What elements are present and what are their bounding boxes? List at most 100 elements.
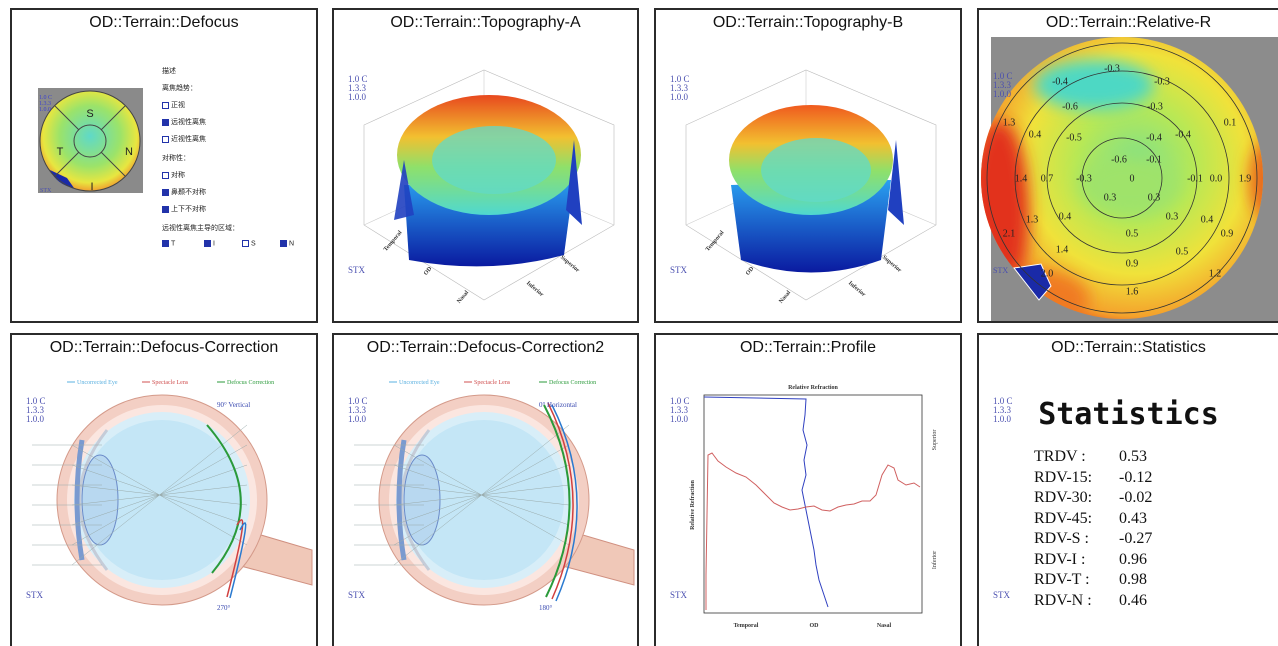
map-value: 1.2	[1209, 268, 1222, 279]
option: 上下不对称	[162, 204, 206, 214]
option-text: T	[171, 240, 175, 247]
version-label: 1.0.0	[670, 415, 690, 424]
map-label: N	[125, 146, 133, 158]
axis-label: Nasal	[778, 290, 792, 305]
stat-label: RDV-45:	[1034, 510, 1119, 528]
map-value: 0.3	[1148, 192, 1161, 203]
version-labels: 1.0 C1.3.31.0.0	[670, 397, 690, 424]
angle-label: 90° Vertical	[217, 401, 250, 409]
bottom-label: OD	[810, 623, 820, 629]
stat-value: 0.43	[1119, 510, 1147, 528]
stat-row: RDV-I :0.96	[1034, 551, 1147, 569]
axis-title: Relative Refraction	[788, 385, 838, 391]
stx-label: STX	[993, 266, 1008, 275]
stat-label: RDV-T :	[1034, 571, 1119, 589]
axis-label: Inferior	[525, 280, 545, 298]
map-value: 0.5	[1176, 246, 1189, 257]
map-value: -0.4	[1052, 76, 1068, 87]
legend-label: Spectacle Lens	[152, 380, 189, 386]
stat-value: 0.53	[1119, 448, 1147, 466]
option: 鼻颞不对称	[162, 187, 206, 197]
stat-value: 0.98	[1119, 571, 1147, 589]
map-value: 0.0	[1210, 173, 1223, 184]
axis-label: Nasal	[456, 290, 470, 305]
stat-value: -0.12	[1119, 469, 1152, 487]
profile-plot: Relative Refraction Relative Refraction …	[656, 335, 962, 646]
map-label: I	[90, 181, 93, 193]
stat-row: TRDV :0.53	[1034, 448, 1147, 466]
side-label: Inferior	[931, 551, 938, 569]
version-label: 1.0.0	[993, 90, 1013, 99]
label: 远视性离焦主导的区域：	[162, 223, 239, 233]
map-value: 0.3	[1104, 192, 1117, 203]
legend-label: Uncorrected Eye	[77, 380, 118, 386]
heading: 描述	[162, 66, 176, 76]
map-value: 0.9	[1221, 228, 1234, 239]
stat-label: RDV-N :	[1034, 592, 1119, 610]
map-value: 1.3	[1003, 117, 1016, 128]
map-value: -0.3	[1076, 173, 1092, 184]
label: 对称性：	[162, 153, 190, 163]
map-value: 1.6	[1126, 286, 1139, 297]
relative-map: STX -0.3-0.4-0.3-0.6-0.31.30.4-0.5-0.4-0…	[979, 10, 1278, 323]
axis-label: Temporal	[383, 230, 404, 253]
map-value: 0	[1130, 173, 1135, 184]
map-value: 1.3	[1026, 214, 1039, 225]
stat-label: RDV-15:	[1034, 469, 1119, 487]
map-value: 0.3	[1166, 211, 1179, 222]
map-value: 1.4	[1015, 173, 1028, 184]
map-value: 2.0	[1041, 268, 1054, 279]
option-text: 远视性离焦	[171, 119, 206, 126]
stat-row: RDV-15:-0.12	[1034, 469, 1152, 487]
eye-diagram: Uncorrected EyeSpectacle LensDefocus Cor…	[334, 335, 639, 646]
panel-statistics: OD::Terrain::Statistics Statistics 1.0 C…	[977, 333, 1278, 646]
option-text: S	[251, 240, 256, 247]
panel-profile: OD::Terrain::Profile Relative Refraction…	[654, 333, 962, 646]
axis-label: OD	[745, 265, 756, 276]
axis-label: Temporal	[705, 230, 726, 253]
stat-row: RDV-N :0.46	[1034, 592, 1147, 610]
axis-label: Superior	[559, 255, 580, 274]
stat-value: 0.46	[1119, 592, 1147, 610]
map-value: 0.7	[1041, 173, 1054, 184]
stat-label: RDV-S :	[1034, 530, 1119, 548]
map-value: -0.6	[1062, 101, 1078, 112]
map-value: 1.4	[1056, 244, 1069, 255]
stat-value: -0.02	[1119, 489, 1152, 507]
legend-label: Uncorrected Eye	[399, 380, 440, 386]
option: S	[242, 240, 256, 247]
page: OD::Terrain::Defocus S T N I 描述 离焦趋势： 正视…	[0, 0, 1278, 646]
axis-label: Inferior	[847, 280, 867, 298]
stat-row: RDV-30:-0.02	[1034, 489, 1152, 507]
map-value: -0.3	[1154, 76, 1170, 87]
panel-title: OD::Terrain::Statistics	[979, 339, 1278, 357]
option: I	[204, 240, 215, 247]
option: 远视性离焦	[162, 117, 206, 127]
stat-label: RDV-30:	[1034, 489, 1119, 507]
option: 正视	[162, 100, 185, 110]
option: 近视性离焦	[162, 134, 206, 144]
angle-label: 180°	[539, 604, 553, 612]
version-label: 1.0.0	[993, 415, 1013, 424]
stat-row: RDV-T :0.98	[1034, 571, 1147, 589]
topography-plot: TemporalODNasalSuperiorInferior	[334, 10, 639, 323]
axis-title: Relative Refraction	[690, 479, 696, 529]
stat-label: RDV-I :	[1034, 551, 1119, 569]
map-value: -0.4	[1146, 132, 1162, 143]
legend-label: Defocus Correction	[549, 379, 596, 386]
stat-label: TRDV :	[1034, 448, 1119, 466]
option-text: I	[213, 240, 215, 247]
map-value: -0.1	[1146, 154, 1162, 165]
defocus-map: S T N I	[12, 10, 318, 323]
map-label: S	[86, 108, 93, 120]
panel-defocus: OD::Terrain::Defocus S T N I 描述 离焦趋势： 正视…	[10, 8, 318, 323]
option-text: 上下不对称	[171, 206, 206, 213]
stat-value: -0.27	[1119, 530, 1152, 548]
angle-label: 270°	[217, 604, 231, 612]
map-value: -0.5	[1066, 132, 1082, 143]
map-value: 0.4	[1059, 211, 1072, 222]
stat-value: 0.96	[1119, 551, 1147, 569]
